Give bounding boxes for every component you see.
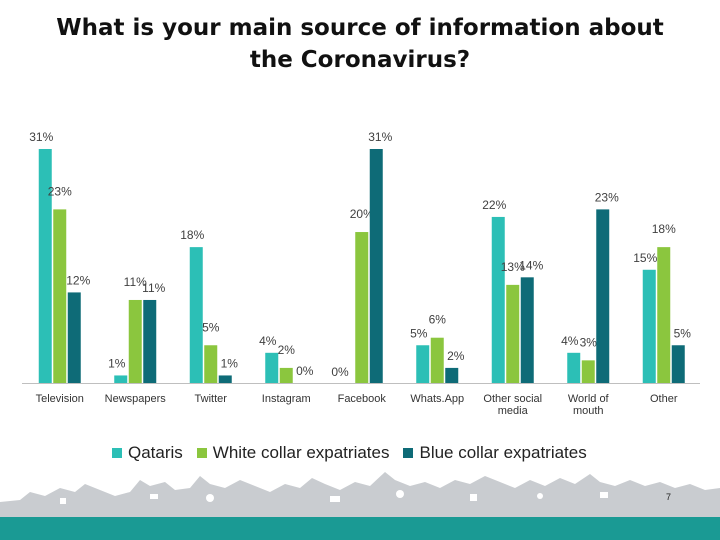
footer-bar [0,517,720,540]
data-label-white-collar-expatriates-instagram: 2% [278,343,296,357]
bar-qataris-other [642,269,656,383]
bar-white-collar-expatriates-whats-app [430,337,444,383]
legend-label-qataris: Qataris [128,443,183,462]
data-label-blue-collar-expatriates-world-of-mouth: 23% [595,190,619,204]
bar-blue-collar-expatriates-whats-app [445,367,459,383]
bar-blue-collar-expatriates-facebook [369,149,383,383]
city-skyline-decoration [0,472,720,518]
bar-white-collar-expatriates-world-of-mouth [581,360,595,383]
bar-white-collar-expatriates-television [53,209,67,383]
data-label-qataris-facebook: 0% [331,365,349,379]
category-label-other: Other [650,393,678,405]
data-label-qataris-twitter: 18% [180,228,204,242]
legend-swatch-blue-collar [403,448,414,458]
data-label-white-collar-expatriates-television: 23% [48,184,72,198]
category-label-instagram: Instagram [262,393,311,405]
bar-blue-collar-expatriates-world-of-mouth [596,209,610,383]
chart-title: What is your main source of information … [56,15,664,73]
legend-item-white-collar: White collar expatriates [196,443,390,463]
data-label-blue-collar-expatriates-newspapers: 11% [142,281,165,295]
data-label-white-collar-expatriates-whats-app: 6% [429,313,447,327]
data-label-white-collar-expatriates-facebook: 20% [350,207,374,221]
bar-qataris-other-social-media [491,216,505,383]
category-label-twitter: Twitter [195,393,228,405]
bar-white-collar-expatriates-other [657,247,671,383]
data-label-qataris-newspapers: 1% [108,356,126,370]
bar-white-collar-expatriates-other-social-media [506,284,520,383]
bar-blue-collar-expatriates-television [67,292,81,383]
bar-qataris-world-of-mouth [567,352,581,383]
bar-white-collar-expatriates-twitter [204,345,218,383]
data-label-blue-collar-expatriates-other: 5% [674,326,692,340]
bar-qataris-newspapers [114,375,128,383]
data-label-blue-collar-expatriates-television: 12% [66,273,90,287]
bar-white-collar-expatriates-facebook [355,232,369,383]
data-label-blue-collar-expatriates-whats-app: 2% [447,349,465,363]
bar-blue-collar-expatriates-newspapers [143,299,157,383]
data-label-qataris-whats-app: 5% [410,326,428,340]
data-label-qataris-world-of-mouth: 4% [561,334,579,348]
data-label-white-collar-expatriates-twitter: 5% [202,320,220,334]
bar-qataris-whats-app [416,345,430,383]
data-label-qataris-television: 31% [29,130,53,144]
data-label-qataris-other: 15% [633,251,657,265]
category-label-television: Television [36,393,84,405]
data-label-blue-collar-expatriates-instagram: 0% [296,364,314,378]
legend-item-qataris: Qataris [112,443,183,463]
category-label-facebook: Facebook [338,393,387,405]
bar-white-collar-expatriates-instagram [279,367,293,383]
legend-label-blue-collar: Blue collar expatriates [419,443,587,462]
data-label-blue-collar-expatriates-other-social-media: 14% [519,258,543,272]
bar-blue-collar-expatriates-twitter [218,375,232,383]
bar-blue-collar-expatriates-other-social-media [520,277,534,383]
data-label-blue-collar-expatriates-twitter: 1% [221,356,239,370]
bar-blue-collar-expatriates-other [671,345,685,383]
category-label-newspapers: Newspapers [105,393,167,405]
chart-legend: Qataris White collar expatriates Blue co… [112,440,601,466]
data-label-qataris-other-social-media: 22% [482,198,506,212]
category-label-world-of-mouth: World of mouth [568,393,610,417]
data-label-white-collar-expatriates-other: 18% [652,222,676,236]
legend-label-white-collar: White collar expatriates [212,443,390,462]
data-label-white-collar-expatriates-world-of-mouth: 3% [580,335,598,349]
bar-chart: 31% 23% 12% Television 1% 11%11% Newspapers 18%… [22,130,700,417]
bar-qataris-instagram [265,352,279,383]
bar-qataris-television [38,149,52,383]
category-label-other-social-media: Other social media [483,393,542,417]
bar-qataris-twitter [189,247,203,383]
data-label-qataris-instagram: 4% [259,334,277,348]
bar-white-collar-expatriates-newspapers [128,299,142,383]
legend-swatch-white-collar [196,448,207,458]
legend-item-blue-collar: Blue collar expatriates [403,443,587,463]
legend-swatch-qataris [112,448,122,458]
data-label-white-collar-expatriates-newspapers: 11% [124,275,147,289]
slide-number: 7 [665,492,671,502]
category-label-whats-app: Whats.App [410,393,464,405]
data-label-blue-collar-expatriates-facebook: 31% [368,130,392,144]
data-label-white-collar-expatriates-other-social-media: 13% [501,260,525,274]
